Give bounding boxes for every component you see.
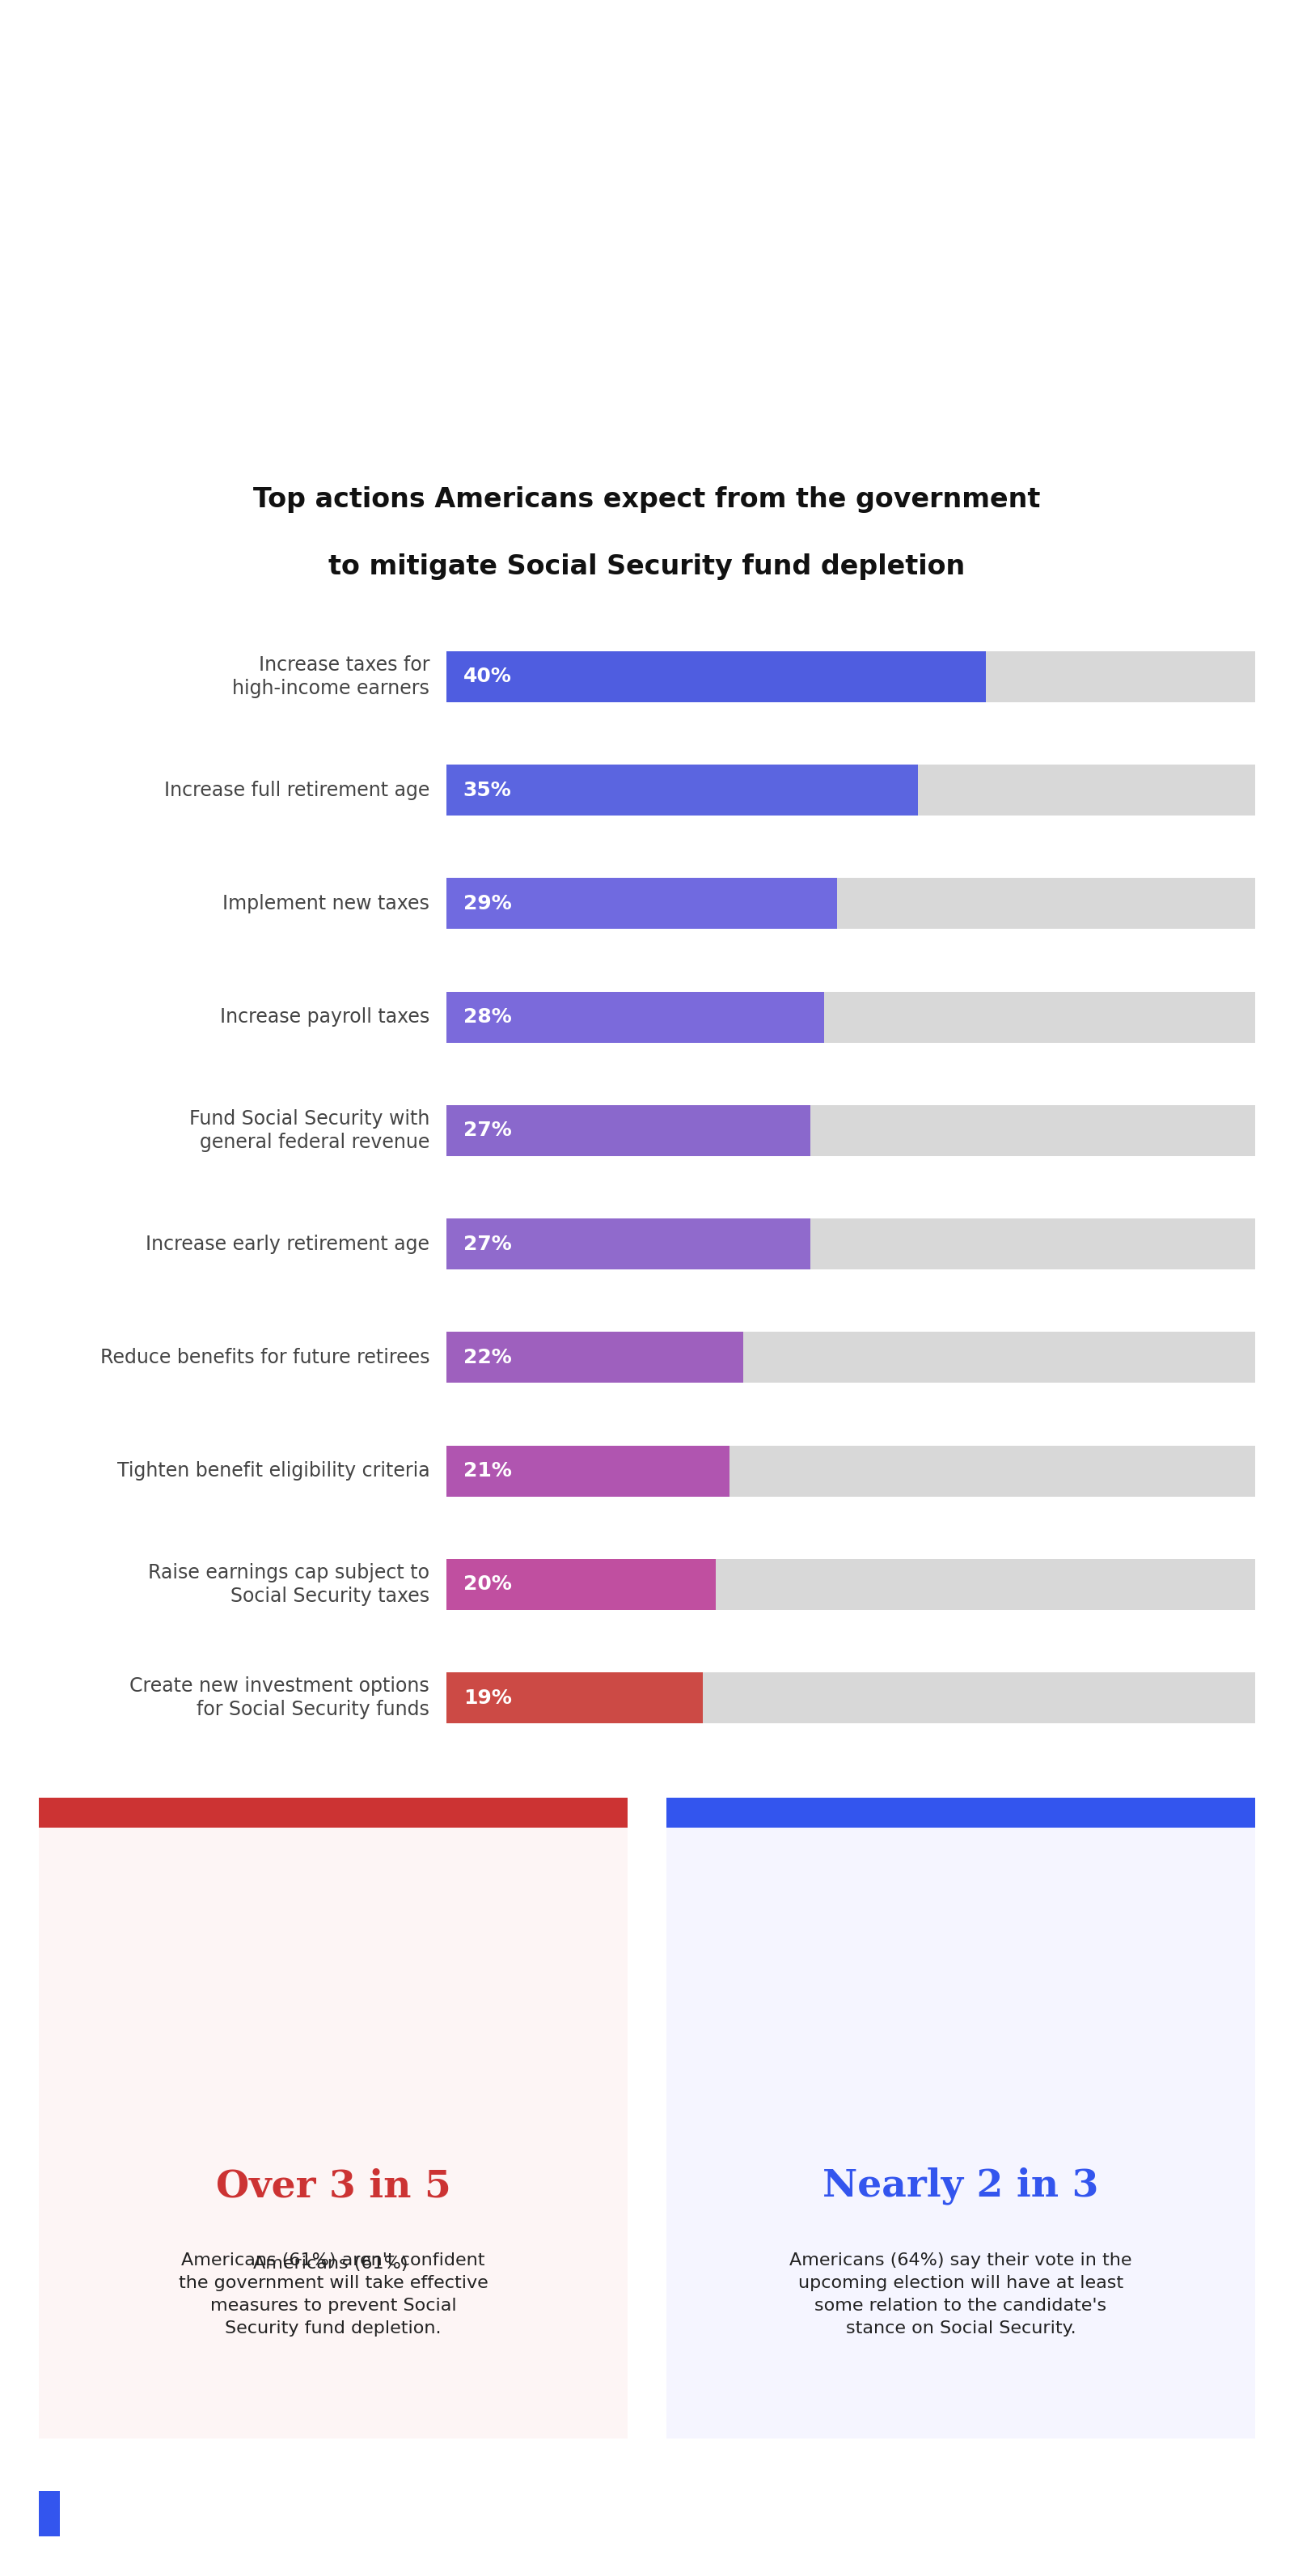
Text: 40%: 40% (463, 667, 511, 685)
Text: 20%: 20% (463, 1574, 511, 1595)
Bar (446, 992, 824, 1043)
Text: 29%: 29% (463, 894, 511, 914)
Text: Measuring confidence in the government: Measuring confidence in the government (100, 222, 1194, 268)
Text: to prevent Social Security depletion: to prevent Social Security depletion (172, 317, 1122, 363)
Bar (446, 1672, 1255, 1723)
Text: Tighten benefit eligibility criteria: Tighten benefit eligibility criteria (116, 1461, 430, 1481)
Bar (446, 1445, 1255, 1497)
Bar (446, 1445, 730, 1497)
Text: Americans (61%) aren't confident
the government will take effective
measures to : Americans (61%) aren't confident the gov… (179, 2251, 488, 2336)
Text: 19%: 19% (463, 1687, 511, 1708)
Bar (446, 1218, 810, 1270)
Text: to mitigate Social Security fund depletion: to mitigate Social Security fund depleti… (329, 554, 965, 580)
Bar (446, 765, 1255, 817)
Bar (446, 765, 919, 817)
Bar (39, 1798, 628, 2437)
Text: Over 3 in 5: Over 3 in 5 (216, 2166, 450, 2205)
Bar (446, 1332, 1255, 1383)
Bar (39, 2491, 60, 2537)
Bar (446, 1558, 1255, 1610)
Bar (446, 878, 837, 930)
Text: Americans (64%) say their vote in the
upcoming election will have at least
some : Americans (64%) say their vote in the up… (789, 2251, 1132, 2336)
Text: 27%: 27% (463, 1234, 511, 1255)
Text: Increase full retirement age: Increase full retirement age (164, 781, 430, 799)
Bar (446, 1672, 703, 1723)
Bar (446, 1558, 716, 1610)
Bar (446, 1218, 1255, 1270)
Text: 22%: 22% (463, 1347, 511, 1368)
Text: Increase taxes for
high-income earners: Increase taxes for high-income earners (233, 654, 430, 698)
Text: ■ Atticus: ■ Atticus (1126, 2501, 1268, 2527)
Text: Americans (61%): Americans (61%) (252, 2257, 414, 2272)
Text: Raise earnings cap subject to
Social Security taxes: Raise earnings cap subject to Social Sec… (148, 1564, 430, 1607)
Bar (446, 1105, 1255, 1157)
Text: Source: Atticus Study: Source: Atticus Study (71, 2506, 252, 2522)
Bar (446, 992, 1255, 1043)
Text: Top actions Americans expect from the government: Top actions Americans expect from the go… (254, 487, 1040, 513)
Bar (666, 1798, 1255, 2437)
Text: Create new investment options
for Social Security funds: Create new investment options for Social… (129, 1677, 430, 1721)
Bar (39, 1798, 628, 1829)
Text: Increase early retirement age: Increase early retirement age (146, 1234, 430, 1255)
Bar (666, 1798, 1255, 1829)
Text: 35%: 35% (463, 781, 511, 799)
Text: Implement new taxes: Implement new taxes (223, 894, 430, 914)
Bar (446, 1332, 743, 1383)
Bar (446, 878, 1255, 930)
Bar (446, 652, 1255, 703)
Text: Reduce benefits for future retirees: Reduce benefits for future retirees (100, 1347, 430, 1368)
Text: 27%: 27% (463, 1121, 511, 1141)
Text: 21%: 21% (463, 1461, 511, 1481)
Bar (446, 1105, 810, 1157)
Text: 28%: 28% (463, 1007, 511, 1028)
Text: Increase payroll taxes: Increase payroll taxes (220, 1007, 430, 1028)
Text: Nearly 2 in 3: Nearly 2 in 3 (823, 2166, 1099, 2205)
Bar (446, 652, 986, 703)
Text: Fund Social Security with
general federal revenue: Fund Social Security with general federa… (189, 1108, 430, 1151)
